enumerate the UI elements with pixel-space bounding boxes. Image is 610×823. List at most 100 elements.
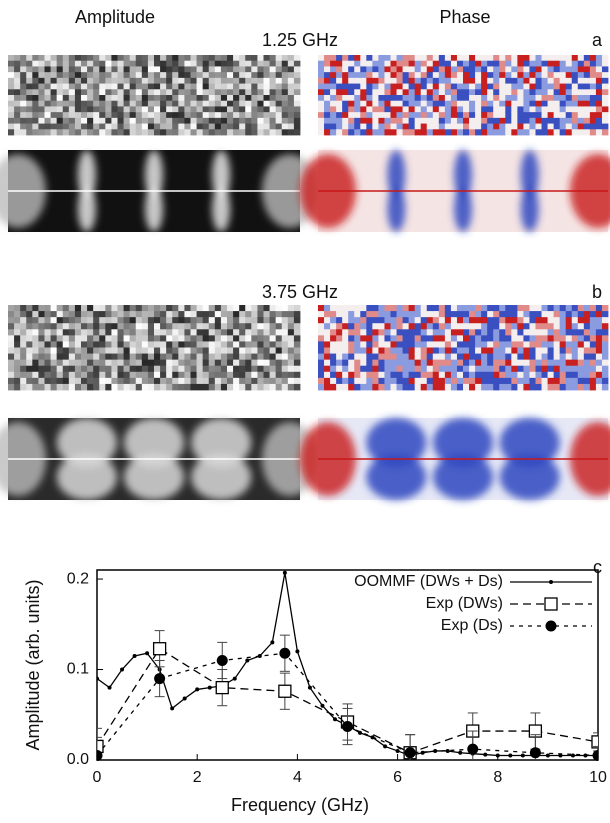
pixel	[87, 366, 93, 372]
pixel	[590, 72, 596, 78]
pixel	[427, 129, 433, 135]
marker	[217, 655, 228, 666]
pixel	[45, 101, 51, 107]
pixel	[136, 311, 142, 317]
pixel	[517, 95, 523, 101]
pixel	[57, 101, 63, 107]
pixel	[445, 372, 451, 378]
pixel	[602, 305, 608, 311]
pixel	[596, 101, 602, 107]
pixel	[148, 118, 154, 124]
pixel	[354, 323, 360, 329]
pixel	[318, 55, 324, 61]
pixel	[499, 112, 505, 118]
marker	[154, 673, 165, 684]
pixel	[451, 78, 457, 84]
pixel	[14, 348, 20, 354]
pixel	[372, 335, 378, 341]
pixel	[409, 106, 415, 112]
pixel	[14, 66, 20, 72]
pixel	[529, 101, 535, 107]
pixel	[227, 112, 233, 118]
pixel	[536, 317, 542, 323]
pixel	[8, 101, 14, 107]
pixel	[578, 348, 584, 354]
pixel	[99, 112, 105, 118]
pixel	[111, 305, 117, 311]
pixel	[257, 89, 263, 95]
pixel	[348, 348, 354, 354]
pixel	[264, 55, 270, 61]
pixel	[451, 305, 457, 311]
pixel	[318, 305, 324, 311]
pixel	[191, 305, 197, 311]
pixel	[523, 354, 529, 360]
pixel	[493, 124, 499, 130]
pixel	[270, 384, 276, 390]
pixel	[475, 317, 481, 323]
pixel	[505, 118, 511, 124]
pixel	[233, 84, 239, 90]
pixel	[499, 323, 505, 329]
pixel	[209, 311, 215, 317]
pixel	[572, 354, 578, 360]
pixel	[421, 55, 427, 61]
pixel	[348, 311, 354, 317]
pixel	[421, 84, 427, 90]
pixel	[93, 118, 99, 124]
pixel	[548, 55, 554, 61]
pixel	[523, 323, 529, 329]
pixel	[409, 384, 415, 390]
pixel	[191, 360, 197, 366]
pixel	[87, 311, 93, 317]
pixel	[221, 323, 227, 329]
marker	[320, 704, 324, 708]
pixel	[463, 341, 469, 347]
pixel	[270, 372, 276, 378]
pixel	[378, 78, 384, 84]
pixel	[154, 55, 160, 61]
pixel	[178, 305, 184, 311]
pixel	[548, 84, 554, 90]
pixel	[215, 112, 221, 118]
pixel	[276, 66, 282, 72]
pixel	[439, 305, 445, 311]
pixel	[136, 360, 142, 366]
pixel	[403, 101, 409, 107]
pixel	[118, 378, 124, 384]
pixel	[99, 384, 105, 390]
pixel	[415, 317, 421, 323]
pixel	[197, 72, 203, 78]
pixel	[160, 61, 166, 67]
pixel	[457, 89, 463, 95]
pixel	[475, 323, 481, 329]
pixel	[45, 323, 51, 329]
pixel	[391, 378, 397, 384]
pixel	[26, 84, 32, 90]
pixel	[105, 129, 111, 135]
pixel	[596, 124, 602, 130]
pixel	[142, 305, 148, 311]
pixel	[221, 61, 227, 67]
pixel	[487, 360, 493, 366]
pixel	[245, 341, 251, 347]
pixel	[87, 124, 93, 130]
pixel	[172, 55, 178, 61]
pixel	[505, 323, 511, 329]
pixel	[282, 323, 288, 329]
pixel	[427, 360, 433, 366]
pixel	[409, 317, 415, 323]
pixel	[38, 101, 44, 107]
pixel	[111, 341, 117, 347]
pixel	[154, 112, 160, 118]
pixel	[99, 323, 105, 329]
pixel	[487, 317, 493, 323]
pixel	[439, 360, 445, 366]
pixel	[270, 354, 276, 360]
x-tick-label: 6	[393, 769, 402, 786]
pixel	[354, 84, 360, 90]
pixel	[360, 384, 366, 390]
pixel	[142, 323, 148, 329]
pixel	[245, 78, 251, 84]
pixel	[111, 101, 117, 107]
